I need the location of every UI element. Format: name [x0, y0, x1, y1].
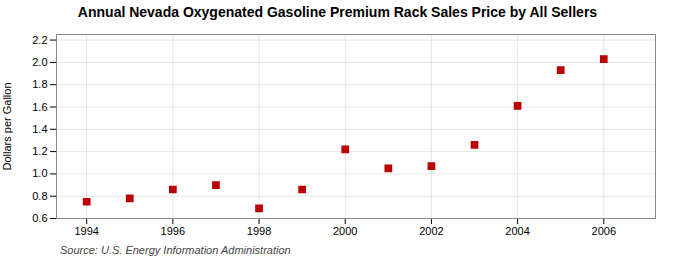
- svg-text:2006: 2006: [592, 225, 616, 237]
- svg-text:1.2: 1.2: [32, 145, 47, 157]
- svg-text:2004: 2004: [505, 225, 529, 237]
- svg-text:1998: 1998: [247, 225, 271, 237]
- svg-text:Dollars per Gallon: Dollars per Gallon: [1, 82, 13, 170]
- svg-text:1.4: 1.4: [32, 123, 47, 135]
- svg-text:1.8: 1.8: [32, 78, 47, 90]
- svg-text:1.6: 1.6: [32, 101, 47, 113]
- svg-text:0.8: 0.8: [32, 190, 47, 202]
- html-text:Annual Nevada Oxygenated Gasol: Annual Nevada Oxygenated Gasoline Premiu…: [77, 4, 598, 20]
- svg-text:1996: 1996: [161, 225, 185, 237]
- html-text:Source: U.S. Energy Informatio: Source: U.S. Energy Information Administ…: [60, 244, 291, 256]
- svg-text:2000: 2000: [333, 225, 357, 237]
- svg-text:1994: 1994: [74, 225, 98, 237]
- svg-text:0.6: 0.6: [32, 212, 47, 224]
- svg-text:1.0: 1.0: [32, 167, 47, 179]
- svg-text:2.2: 2.2: [32, 34, 47, 46]
- svg-text:2.0: 2.0: [32, 56, 47, 68]
- svg-text:2002: 2002: [419, 225, 443, 237]
